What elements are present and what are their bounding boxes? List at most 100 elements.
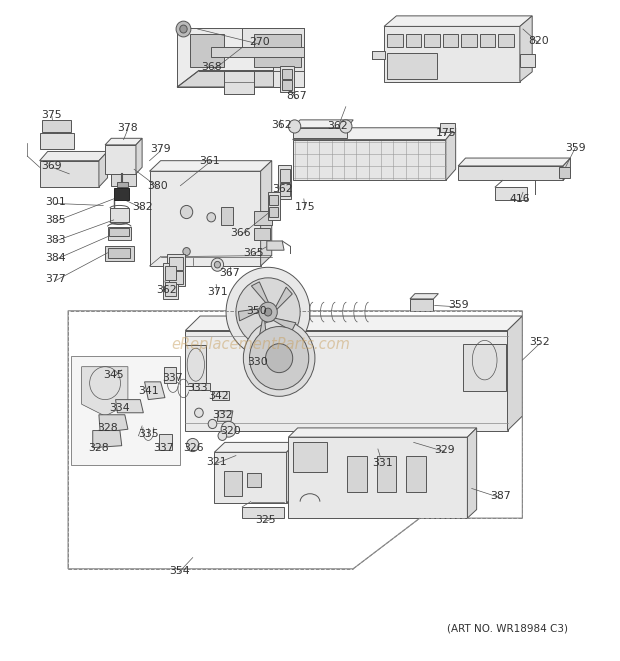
Polygon shape — [480, 34, 495, 48]
Circle shape — [259, 302, 277, 322]
Text: 359: 359 — [565, 143, 586, 153]
Polygon shape — [293, 120, 353, 128]
Bar — [268, 192, 280, 220]
Circle shape — [208, 419, 217, 428]
Text: 371: 371 — [207, 288, 228, 297]
Circle shape — [249, 327, 309, 390]
Circle shape — [226, 267, 310, 357]
Text: 387: 387 — [490, 491, 510, 502]
Text: 384: 384 — [45, 253, 66, 263]
Text: 270: 270 — [249, 37, 270, 47]
Bar — [169, 256, 184, 270]
Polygon shape — [286, 442, 296, 503]
Bar — [440, 122, 455, 132]
Polygon shape — [224, 71, 254, 94]
Polygon shape — [211, 48, 304, 58]
Bar — [282, 81, 292, 91]
Bar — [107, 249, 130, 258]
Polygon shape — [218, 410, 233, 421]
Polygon shape — [107, 227, 131, 240]
Polygon shape — [40, 151, 107, 161]
Polygon shape — [193, 383, 210, 390]
Bar — [269, 195, 278, 206]
Bar — [282, 69, 292, 79]
Polygon shape — [254, 34, 301, 67]
Polygon shape — [458, 158, 570, 166]
Polygon shape — [520, 54, 535, 67]
Circle shape — [187, 438, 199, 451]
Polygon shape — [288, 428, 477, 437]
Polygon shape — [40, 161, 99, 187]
Polygon shape — [410, 299, 433, 311]
Polygon shape — [159, 434, 172, 450]
Text: 331: 331 — [373, 459, 393, 469]
Text: 375: 375 — [42, 110, 63, 120]
Polygon shape — [424, 34, 440, 48]
Polygon shape — [251, 282, 270, 306]
Text: 383: 383 — [45, 235, 66, 245]
Circle shape — [211, 258, 224, 271]
Text: 329: 329 — [434, 446, 455, 455]
Polygon shape — [213, 391, 229, 400]
Polygon shape — [270, 317, 296, 331]
Text: 382: 382 — [132, 202, 153, 212]
Polygon shape — [105, 138, 142, 145]
Text: 362: 362 — [327, 122, 348, 132]
Text: 337: 337 — [162, 373, 184, 383]
Circle shape — [288, 120, 301, 133]
Bar — [278, 165, 291, 199]
Polygon shape — [40, 133, 74, 149]
Polygon shape — [384, 16, 532, 26]
Polygon shape — [267, 241, 284, 251]
Bar — [254, 228, 270, 240]
Text: 354: 354 — [169, 566, 190, 576]
Circle shape — [265, 344, 293, 373]
Text: 385: 385 — [45, 215, 66, 225]
Bar — [113, 188, 129, 200]
Bar — [165, 266, 176, 280]
Text: 330: 330 — [247, 357, 268, 367]
Polygon shape — [111, 174, 136, 186]
Polygon shape — [105, 145, 136, 174]
Text: 328: 328 — [89, 443, 109, 453]
Polygon shape — [463, 344, 507, 391]
Bar — [221, 207, 234, 225]
Bar — [224, 471, 242, 496]
Text: 350: 350 — [246, 306, 267, 316]
Circle shape — [218, 431, 227, 440]
Polygon shape — [467, 428, 477, 518]
Polygon shape — [372, 52, 385, 59]
Polygon shape — [93, 430, 122, 447]
Text: 820: 820 — [528, 36, 549, 46]
Text: 367: 367 — [219, 268, 240, 278]
Text: 361: 361 — [200, 156, 220, 166]
Polygon shape — [105, 247, 134, 261]
Circle shape — [195, 408, 203, 417]
Text: (ART NO. WR18984 C3): (ART NO. WR18984 C3) — [447, 623, 568, 633]
Text: eReplacementParts.com: eReplacementParts.com — [171, 338, 350, 352]
Text: 362: 362 — [272, 120, 292, 130]
Circle shape — [183, 248, 190, 255]
Polygon shape — [177, 71, 304, 87]
Text: 341: 341 — [138, 386, 159, 396]
Bar — [169, 270, 184, 284]
Text: 345: 345 — [104, 370, 124, 380]
Polygon shape — [82, 367, 128, 416]
Bar — [406, 455, 426, 492]
Polygon shape — [215, 442, 296, 452]
Text: 378: 378 — [118, 123, 138, 133]
Text: 342: 342 — [208, 391, 229, 401]
Polygon shape — [242, 507, 284, 518]
Text: 320: 320 — [221, 426, 241, 436]
Polygon shape — [293, 128, 456, 139]
Bar — [559, 167, 570, 178]
Polygon shape — [185, 345, 206, 387]
Text: 334: 334 — [110, 403, 130, 413]
Circle shape — [236, 278, 300, 346]
Text: 325: 325 — [255, 515, 276, 525]
Polygon shape — [288, 437, 467, 518]
Circle shape — [264, 308, 272, 316]
Text: 352: 352 — [529, 337, 550, 347]
Bar — [254, 211, 272, 225]
Circle shape — [180, 206, 193, 219]
